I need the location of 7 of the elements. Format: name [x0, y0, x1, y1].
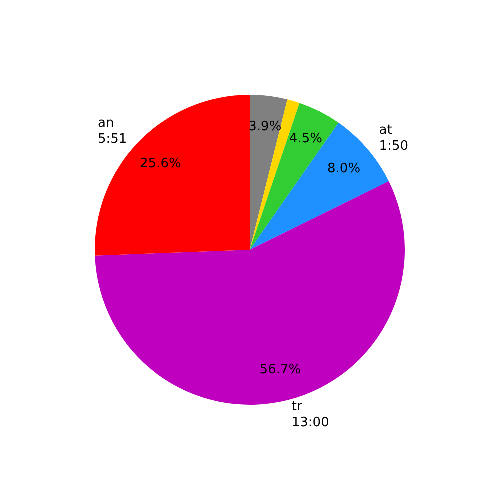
slice-label: at 1:50 [379, 123, 409, 154]
data-label: 8.0% [328, 162, 361, 177]
data-label: 4.5% [289, 132, 322, 147]
data-label: 56.7% [260, 362, 302, 378]
slice-label: an 5:51 [98, 116, 128, 148]
data-label: 25.6% [140, 156, 182, 172]
slice-label: tr 13:00 [292, 400, 330, 431]
